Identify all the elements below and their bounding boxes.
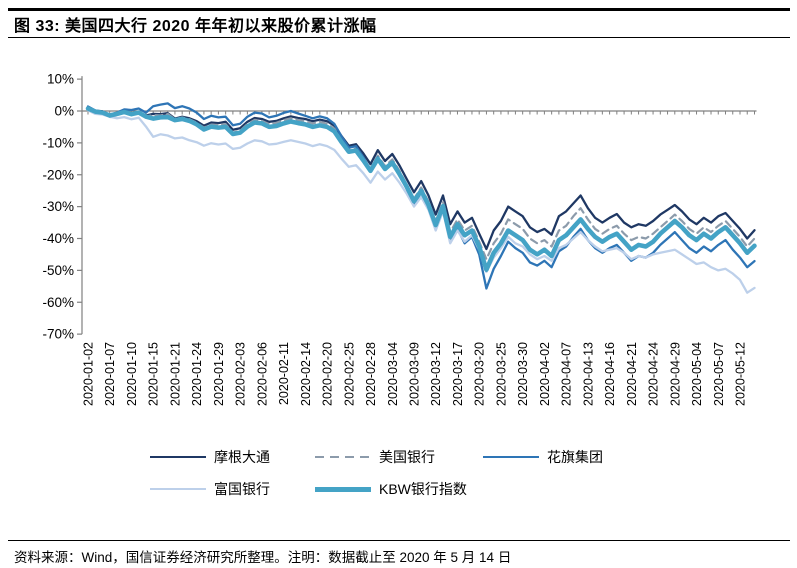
x-tick-label: 2020-01-10 xyxy=(125,342,139,406)
x-tick-label: 2020-01-15 xyxy=(147,342,161,406)
series-line-jpm xyxy=(86,106,756,251)
y-tick-label: -60% xyxy=(42,295,74,310)
x-tick-label: 2020-02-20 xyxy=(321,342,335,406)
series-line-bac xyxy=(86,107,756,261)
x-tick-label: 2020-01-07 xyxy=(103,342,117,406)
legend-label-wfc: 富国银行 xyxy=(214,481,270,497)
line-chart: 10% 0% -10% -20% -30% -40% -50% -60% -70% 2020-01… xyxy=(42,72,757,406)
legend-line-swatch-citi xyxy=(483,455,539,459)
title-top-border xyxy=(8,8,790,11)
y-tick-label: 10% xyxy=(47,72,74,87)
x-tick-label: 2020-03-04 xyxy=(386,342,400,406)
y-tick-label: -10% xyxy=(42,135,74,150)
y-tick-label: -70% xyxy=(42,327,74,342)
y-tick-label: 0% xyxy=(54,104,74,119)
legend-item-bac: 美国银行 xyxy=(315,446,435,468)
x-tick-label: 2020-04-21 xyxy=(625,342,639,406)
x-tick-label: 2020-03-30 xyxy=(516,342,530,406)
footer-top-border xyxy=(8,540,790,541)
x-tick-label: 2020-03-17 xyxy=(451,342,465,406)
x-tick-label: 2020-03-20 xyxy=(473,342,487,406)
x-tick-label: 2020-02-06 xyxy=(255,342,269,406)
legend-label-citi: 花旗集团 xyxy=(547,449,603,465)
y-tick-label: -40% xyxy=(42,231,74,246)
legend-line-swatch-wfc xyxy=(150,487,206,491)
y-tick-label: -30% xyxy=(42,199,74,214)
legend-line-swatch-jpm xyxy=(150,455,206,459)
x-tick-label: 2020-04-07 xyxy=(560,342,574,406)
chart-legend-row-2: 富国银行 KBW银行指数 xyxy=(0,478,797,500)
x-tick-label: 2020-05-12 xyxy=(733,342,747,406)
legend-label-bac: 美国银行 xyxy=(379,449,435,465)
legend-item-wfc: 富国银行 xyxy=(150,478,270,500)
x-tick-label: 2020-01-29 xyxy=(212,342,226,406)
y-tick-label: -20% xyxy=(42,167,74,182)
x-tick-label: 2020-02-14 xyxy=(299,342,313,406)
x-tick-label: 2020-01-21 xyxy=(168,342,182,406)
x-tick-label: 2020-04-24 xyxy=(647,342,661,406)
legend-item-kbw: KBW银行指数 xyxy=(315,478,467,500)
legend-line-swatch-bac xyxy=(315,455,371,459)
series-line-citi xyxy=(86,102,756,290)
legend-label-jpm: 摩根大通 xyxy=(214,449,270,465)
x-tick-label: 2020-02-28 xyxy=(364,342,378,406)
legend-item-citi: 花旗集团 xyxy=(483,446,603,468)
x-tick-label: 2020-04-02 xyxy=(538,342,552,406)
series-line-wfc xyxy=(86,109,756,294)
legend-item-jpm: 摩根大通 xyxy=(150,446,270,468)
x-tick-label: 2020-02-25 xyxy=(342,342,356,406)
x-tick-label: 2020-02-11 xyxy=(277,342,291,405)
x-tick-label: 2020-03-12 xyxy=(429,342,443,406)
legend-label-kbw: KBW银行指数 xyxy=(379,481,467,497)
y-tick-label: -50% xyxy=(42,263,74,278)
x-tick-label: 2020-01-02 xyxy=(82,342,96,406)
x-tick-label: 2020-03-09 xyxy=(407,342,421,406)
chart-legend-row-1: 摩根大通 美国银行 花旗集团 xyxy=(0,446,797,468)
x-tick-label: 2020-01-24 xyxy=(190,342,204,406)
series-line-kbw xyxy=(85,106,757,272)
figure-title: 图 33: 美国四大行 2020 年年初以来股价累计涨幅 xyxy=(14,18,377,35)
title-bottom-border xyxy=(8,37,790,38)
x-tick-label: 2020-04-29 xyxy=(668,342,682,406)
source-note: 资料来源：Wind，国信证券经济研究所整理。注明：数据截止至 2020 年 5 … xyxy=(14,550,512,565)
x-tick-label: 2020-04-13 xyxy=(581,342,595,406)
x-tick-label: 2020-05-07 xyxy=(712,342,726,406)
legend-line-swatch-kbw xyxy=(315,486,371,492)
x-tick-label: 2020-04-16 xyxy=(603,342,617,406)
x-tick-label: 2020-03-25 xyxy=(494,342,508,406)
x-tick-label: 2020-05-04 xyxy=(690,342,704,406)
x-tick-label: 2020-02-03 xyxy=(234,342,248,406)
